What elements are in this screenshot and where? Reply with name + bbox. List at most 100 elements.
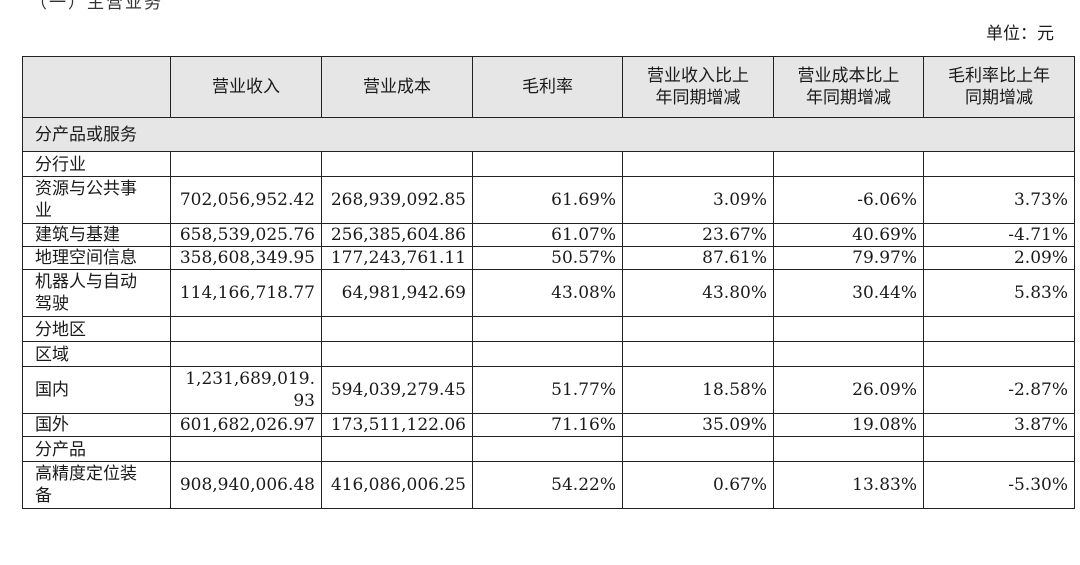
- value-cell: 23.67%: [622, 223, 774, 247]
- value-cell: 601,682,026.97: [170, 413, 322, 437]
- value-cell: 0.67%: [622, 461, 774, 509]
- value-cell: 50.57%: [472, 246, 623, 270]
- value-cell: 256,385,604.86: [321, 223, 473, 247]
- value-cell: 908,940,006.48: [170, 461, 322, 509]
- header-cell: 毛利率比上年 同期增减: [923, 56, 1075, 118]
- row-label: 建筑与基建: [22, 223, 171, 247]
- empty-cell: [170, 151, 322, 177]
- empty-cell: [622, 316, 774, 342]
- header-cell-text: 营业成本比上: [797, 66, 900, 86]
- value-cell: 79.97%: [773, 246, 924, 270]
- empty-cell: [773, 341, 924, 367]
- group-label: 区域: [22, 341, 171, 367]
- section-row: 分产品或服务: [22, 117, 1075, 152]
- partial-header-text: （一）主营业务: [30, 0, 163, 13]
- table-row: 机器人与自动 驾驶 114,166,718.77 64,981,942.69 43.08…: [22, 269, 1075, 317]
- header-cell-text: 毛利率: [522, 77, 573, 97]
- empty-cell: [321, 341, 473, 367]
- section-label: 分产品或服务: [22, 117, 1075, 152]
- group-label: 分行业: [22, 151, 171, 177]
- value-cell: -4.71%: [923, 223, 1075, 247]
- empty-cell: [170, 436, 322, 462]
- empty-cell: [321, 436, 473, 462]
- empty-cell: [321, 151, 473, 177]
- group-row: 分产品: [22, 436, 1075, 462]
- table-row: 国外 601,682,026.97 173,511,122.06 71.16% 35.0…: [22, 413, 1075, 437]
- value-cell: 43.08%: [472, 269, 623, 317]
- header-cell-text: 年同期增减: [806, 88, 891, 108]
- empty-cell: [622, 151, 774, 177]
- row-label: 地理空间信息: [22, 246, 171, 270]
- value-cell: 173,511,122.06: [321, 413, 473, 437]
- header-cell-text: 年同期增减: [655, 88, 741, 108]
- empty-cell: [622, 341, 774, 367]
- table-row: 建筑与基建 658,539,025.76 256,385,604.86 61.07% 2…: [22, 223, 1075, 247]
- empty-cell: [923, 436, 1075, 462]
- revenue-breakdown-table: 营业收入 营业成本 毛利率 营业收入比上 年同期增减 营业成本比上 年同期增减 毛利率比上年同…: [22, 56, 1075, 509]
- value-cell: 30.44%: [773, 269, 924, 317]
- header-cell: 营业成本: [321, 56, 473, 118]
- value-cell: 71.16%: [472, 413, 623, 437]
- value-cell: 594,039,279.45: [321, 366, 473, 414]
- value-cell: 3.73%: [923, 176, 1075, 224]
- group-label: 分产品: [22, 436, 171, 462]
- value-cell: 658,539,025.76: [170, 223, 322, 247]
- row-label: 高精度定位装备: [22, 461, 171, 509]
- table-row: 地理空间信息 358,608,349.95 177,243,761.11 50.57%…: [22, 246, 1075, 270]
- header-cell: 营业成本比上 年同期增减: [773, 56, 924, 118]
- empty-cell: [923, 151, 1075, 177]
- value-cell: 3.87%: [923, 413, 1075, 437]
- empty-cell: [622, 436, 774, 462]
- empty-cell: [472, 316, 623, 342]
- empty-cell: [170, 316, 322, 342]
- value-cell: -5.30%: [923, 461, 1075, 509]
- row-label: 机器人与自动 驾驶: [22, 269, 171, 317]
- value-cell: 19.08%: [773, 413, 924, 437]
- row-label: 国内: [22, 366, 171, 414]
- value-cell: 268,939,092.85: [321, 176, 473, 224]
- value-cell: -2.87%: [923, 366, 1075, 414]
- value-cell: 3.09%: [622, 176, 774, 224]
- value-cell: 1,231,689,019. 93: [170, 366, 322, 414]
- table-row: 资源与公共事业 702,056,952.42 268,939,092.85 61.69…: [22, 176, 1075, 224]
- value-cell: 35.09%: [622, 413, 774, 437]
- table-header-row: 营业收入 营业成本 毛利率 营业收入比上 年同期增减 营业成本比上 年同期增减 毛利率比上年同…: [22, 56, 1075, 118]
- group-row: 区域: [22, 341, 1075, 367]
- value-cell: 114,166,718.77: [170, 269, 322, 317]
- header-cell: 营业收入比上 年同期增减: [622, 56, 774, 118]
- header-cell-empty: [22, 56, 171, 118]
- header-cell-text: 营业成本: [363, 77, 431, 97]
- empty-cell: [321, 316, 473, 342]
- empty-cell: [472, 341, 623, 367]
- header-cell-text: 同期增减: [965, 88, 1033, 108]
- header-cell-text: 营业收入比上: [647, 66, 749, 86]
- empty-cell: [773, 151, 924, 177]
- unit-label: 单位：元: [986, 24, 1054, 44]
- group-row: 分行业: [22, 151, 1075, 177]
- value-cell: 61.69%: [472, 176, 623, 224]
- group-label: 分地区: [22, 316, 171, 342]
- row-label: 国外: [22, 413, 171, 437]
- value-cell: 2.09%: [923, 246, 1075, 270]
- value-cell: -6.06%: [773, 176, 924, 224]
- empty-cell: [472, 151, 623, 177]
- group-row: 分地区: [22, 316, 1075, 342]
- header-cell: 营业收入: [170, 56, 322, 118]
- value-cell: 51.77%: [472, 366, 623, 414]
- value-cell: 26.09%: [773, 366, 924, 414]
- empty-cell: [472, 436, 623, 462]
- empty-cell: [773, 316, 924, 342]
- value-cell: 43.80%: [622, 269, 774, 317]
- empty-cell: [170, 341, 322, 367]
- value-cell: 64,981,942.69: [321, 269, 473, 317]
- empty-cell: [773, 436, 924, 462]
- table-row: 国内 1,231,689,019. 93 594,039,279.45 51.77% 18…: [22, 366, 1075, 414]
- row-label: 资源与公共事业: [22, 176, 171, 224]
- empty-cell: [923, 341, 1075, 367]
- header-cell-text: 营业收入: [212, 77, 280, 97]
- value-cell: 40.69%: [773, 223, 924, 247]
- value-cell: 358,608,349.95: [170, 246, 322, 270]
- value-cell: 177,243,761.11: [321, 246, 473, 270]
- value-cell: 416,086,006.25: [321, 461, 473, 509]
- value-cell: 5.83%: [923, 269, 1075, 317]
